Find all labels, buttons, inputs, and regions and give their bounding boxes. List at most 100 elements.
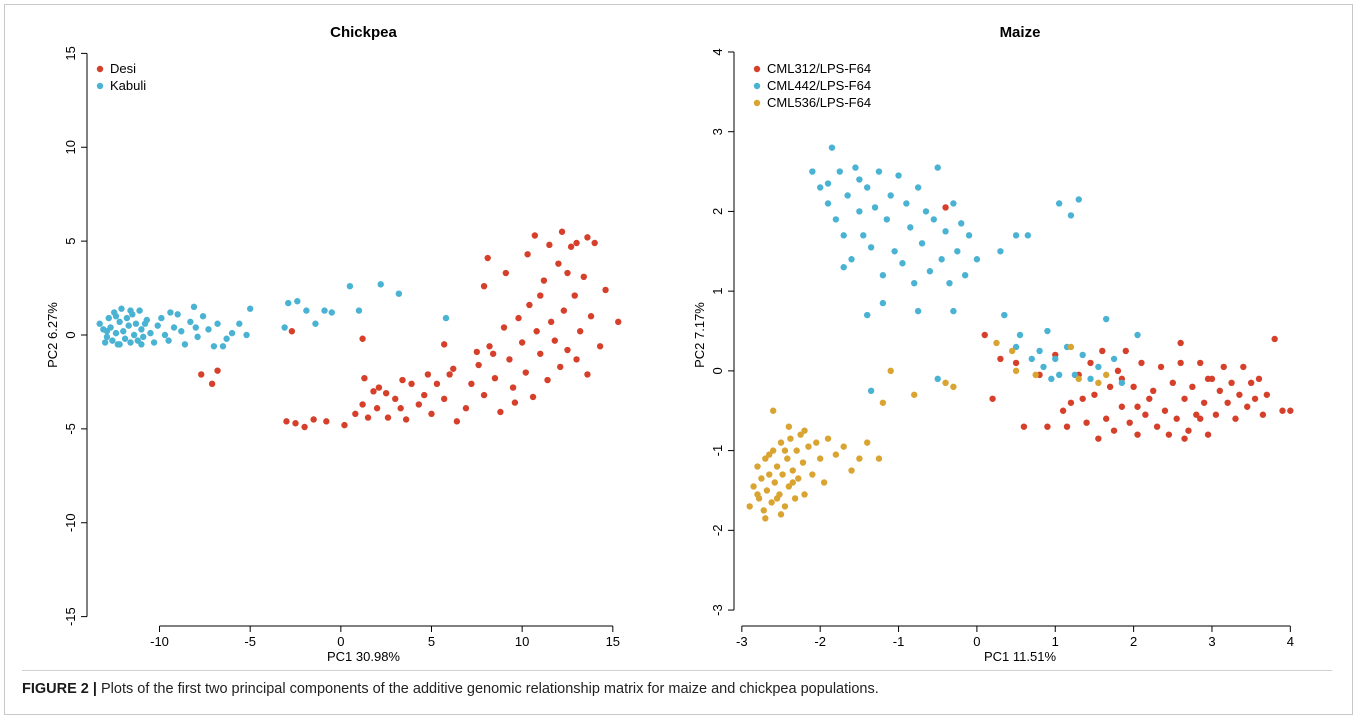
data-point (328, 309, 335, 316)
data-point (1130, 383, 1137, 391)
data-point (462, 405, 470, 412)
data-point (766, 471, 773, 478)
data-point (768, 499, 775, 506)
data-point (615, 318, 622, 326)
data-point (1193, 411, 1200, 418)
x-tick-label: 10 (515, 634, 529, 649)
data-point (789, 467, 796, 474)
data-point (930, 216, 938, 223)
data-point (136, 307, 143, 314)
data-point (867, 387, 875, 395)
data-point (190, 303, 198, 311)
data-point (1197, 415, 1204, 422)
data-point (1012, 232, 1020, 239)
data-point (178, 328, 185, 335)
data-point (1055, 371, 1063, 379)
data-point (1181, 395, 1188, 402)
data-point (824, 435, 832, 442)
data-point (359, 335, 366, 342)
data-point (147, 329, 154, 337)
data-point (551, 337, 558, 344)
data-point (584, 234, 591, 241)
data-point (816, 455, 824, 462)
y-tick-label: 4 (710, 48, 725, 55)
data-point (1161, 407, 1169, 414)
data-point (934, 164, 941, 171)
data-point (795, 475, 802, 482)
y-axis-label: PC2 6.27% (45, 302, 60, 368)
data-point (1040, 363, 1047, 371)
data-point (926, 268, 934, 275)
data-point (397, 405, 404, 412)
data-point (524, 251, 531, 258)
data-point (769, 407, 777, 414)
data-point (187, 318, 194, 326)
legend-marker (96, 82, 104, 90)
data-point (785, 423, 793, 430)
data-point (840, 264, 847, 271)
data-point (544, 376, 551, 384)
data-point (484, 254, 491, 262)
data-point (475, 361, 482, 369)
data-point (1095, 363, 1102, 371)
chart-title: Chickpea (330, 24, 397, 41)
data-point (424, 371, 432, 378)
data-point (174, 311, 181, 318)
y-tick-label: -1 (710, 445, 725, 457)
data-point (161, 331, 169, 339)
data-point (1212, 411, 1220, 418)
data-point (1173, 415, 1180, 422)
data-point (522, 369, 529, 376)
data-point (1247, 379, 1255, 387)
data-point (141, 320, 149, 327)
data-point (1052, 355, 1059, 363)
data-point (587, 313, 595, 320)
data-point (1032, 371, 1039, 379)
data-point (564, 269, 571, 277)
data-point (198, 371, 205, 378)
data-point (1189, 383, 1196, 391)
data-point (895, 172, 902, 179)
chart-panel-1: Maize -3 -2 -1 0 1 2 3 4 -3 -2 -1 0 1 2 3 4 PC1 11.51% PC2… (692, 24, 1294, 664)
data-point (453, 418, 461, 425)
data-point (112, 329, 120, 337)
data-point (1001, 311, 1008, 319)
data-point (1020, 423, 1028, 430)
data-point (1146, 395, 1153, 402)
data-point (766, 451, 773, 458)
data-point (1122, 347, 1129, 355)
data-point (1059, 407, 1067, 414)
data-point (875, 455, 883, 462)
figure-frame (4, 4, 1353, 715)
data-point (138, 341, 145, 348)
data-point (364, 414, 372, 421)
data-point (1091, 391, 1098, 398)
data-point (1263, 391, 1271, 398)
data-point (116, 318, 123, 326)
data-point (547, 318, 555, 326)
data-point (125, 322, 132, 329)
data-point (946, 279, 953, 287)
data-point (781, 447, 789, 454)
data-point (395, 290, 403, 297)
data-point (938, 256, 945, 263)
data-point (415, 401, 422, 408)
data-point (236, 320, 243, 327)
data-point (103, 328, 111, 335)
data-point (359, 401, 366, 408)
y-tick-label: 3 (710, 128, 725, 135)
data-point (199, 313, 207, 320)
data-point (529, 393, 537, 401)
data-point (127, 307, 134, 314)
data-point (1063, 423, 1071, 430)
data-point (580, 273, 587, 280)
y-tick-label: -3 (710, 604, 725, 616)
data-point (860, 232, 867, 239)
data-point (824, 180, 832, 187)
data-point (1220, 363, 1227, 371)
data-point (246, 305, 254, 312)
data-point (1099, 347, 1106, 355)
data-point (1075, 375, 1082, 383)
data-point (511, 399, 519, 406)
data-point (132, 320, 140, 327)
